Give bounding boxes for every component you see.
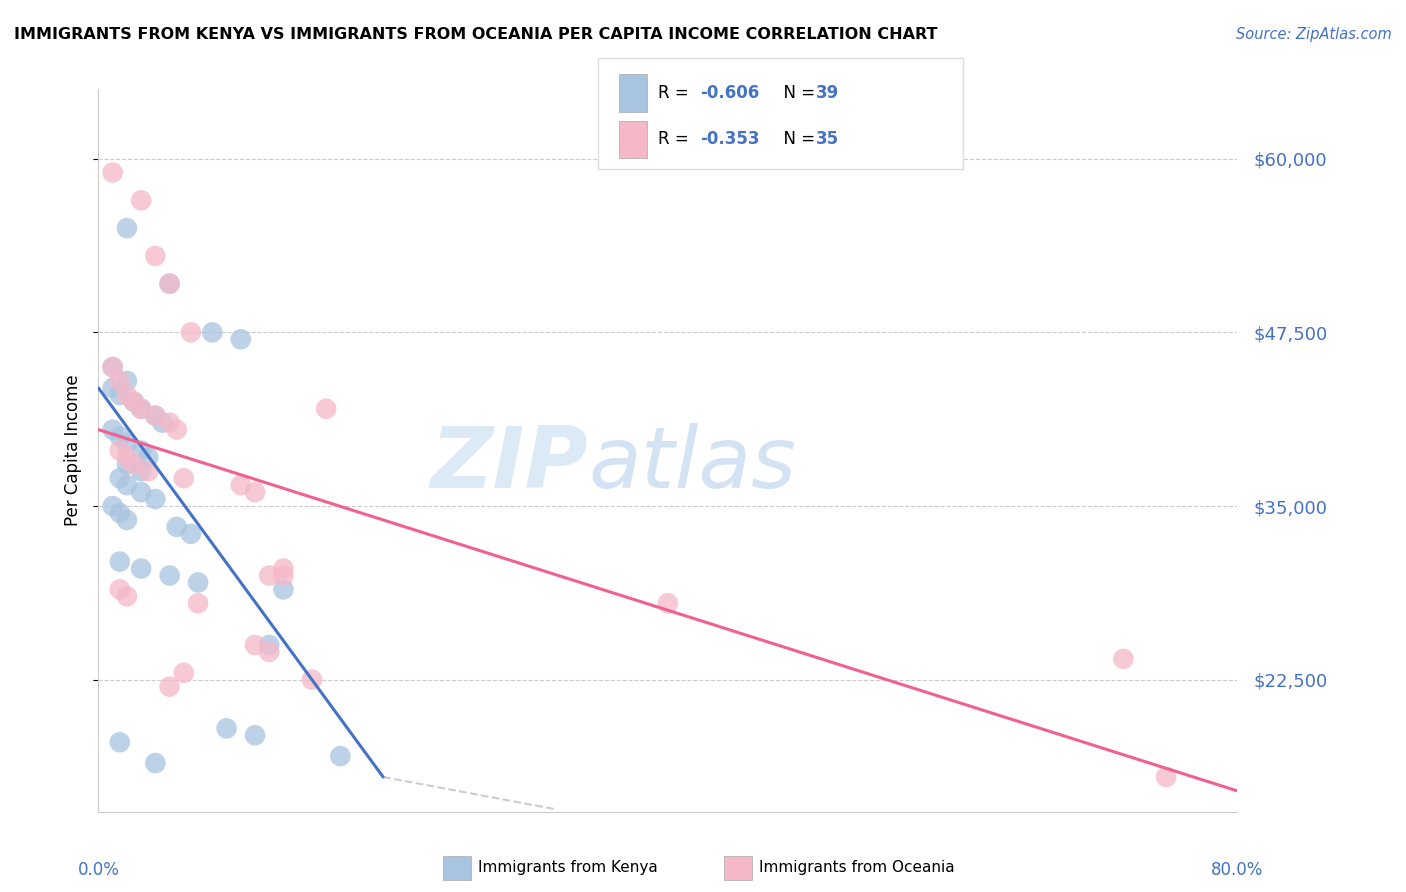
- Point: [129, 194, 152, 208]
- Point: [108, 555, 131, 569]
- Text: 35: 35: [815, 130, 838, 148]
- Point: [159, 568, 181, 582]
- Point: [159, 416, 181, 430]
- Point: [173, 665, 195, 680]
- Text: R =: R =: [658, 84, 695, 103]
- Point: [657, 596, 679, 610]
- Text: atlas: atlas: [588, 424, 796, 507]
- Text: 0.0%: 0.0%: [77, 861, 120, 879]
- Point: [115, 450, 138, 465]
- Text: Immigrants from Kenya: Immigrants from Kenya: [478, 861, 658, 875]
- Point: [101, 499, 124, 513]
- Point: [273, 568, 295, 582]
- Point: [101, 165, 124, 179]
- Y-axis label: Per Capita Income: Per Capita Income: [65, 375, 83, 526]
- Point: [145, 249, 167, 263]
- Text: 80.0%: 80.0%: [1211, 861, 1264, 879]
- Point: [187, 596, 209, 610]
- Point: [187, 575, 209, 590]
- Point: [101, 423, 124, 437]
- Point: [166, 423, 188, 437]
- Point: [122, 394, 145, 409]
- Point: [115, 513, 138, 527]
- Point: [129, 401, 152, 416]
- Text: R =: R =: [658, 130, 695, 148]
- Point: [108, 735, 131, 749]
- Point: [243, 638, 266, 652]
- Point: [329, 749, 352, 764]
- Point: [180, 526, 202, 541]
- Point: [115, 590, 138, 604]
- Text: ZIP: ZIP: [430, 424, 588, 507]
- Text: 39: 39: [815, 84, 839, 103]
- Point: [115, 221, 138, 235]
- Point: [173, 471, 195, 485]
- Point: [129, 401, 152, 416]
- Point: [301, 673, 323, 687]
- Point: [159, 277, 181, 291]
- Point: [122, 394, 145, 409]
- Point: [229, 478, 252, 492]
- Point: [122, 458, 145, 472]
- Point: [159, 277, 181, 291]
- Point: [108, 506, 131, 520]
- Text: -0.353: -0.353: [700, 130, 759, 148]
- Text: IMMIGRANTS FROM KENYA VS IMMIGRANTS FROM OCEANIA PER CAPITA INCOME CORRELATION C: IMMIGRANTS FROM KENYA VS IMMIGRANTS FROM…: [14, 27, 938, 42]
- Point: [259, 568, 281, 582]
- Point: [115, 478, 138, 492]
- Point: [273, 582, 295, 597]
- Point: [129, 464, 152, 478]
- Point: [315, 401, 337, 416]
- Text: -0.606: -0.606: [700, 84, 759, 103]
- Point: [136, 464, 159, 478]
- Point: [145, 409, 167, 423]
- Point: [145, 409, 167, 423]
- Point: [152, 416, 174, 430]
- Point: [108, 443, 131, 458]
- Point: [108, 374, 131, 388]
- Point: [115, 374, 138, 388]
- Point: [201, 326, 224, 340]
- Point: [129, 485, 152, 500]
- Point: [101, 381, 124, 395]
- Point: [115, 458, 138, 472]
- Point: [243, 485, 266, 500]
- Text: Immigrants from Oceania: Immigrants from Oceania: [759, 861, 955, 875]
- Text: N =: N =: [773, 84, 821, 103]
- Point: [101, 360, 124, 375]
- Point: [108, 582, 131, 597]
- Point: [129, 561, 152, 575]
- Point: [108, 471, 131, 485]
- Point: [136, 450, 159, 465]
- Point: [273, 561, 295, 575]
- Point: [108, 388, 131, 402]
- Text: Source: ZipAtlas.com: Source: ZipAtlas.com: [1236, 27, 1392, 42]
- Point: [1154, 770, 1177, 784]
- Point: [101, 360, 124, 375]
- Point: [229, 332, 252, 346]
- Point: [129, 443, 152, 458]
- Point: [159, 680, 181, 694]
- Point: [145, 492, 167, 507]
- Point: [215, 722, 238, 736]
- Point: [115, 436, 138, 450]
- Point: [243, 728, 266, 742]
- Point: [180, 326, 202, 340]
- Point: [108, 429, 131, 443]
- Point: [115, 388, 138, 402]
- Point: [1112, 652, 1135, 666]
- Point: [259, 638, 281, 652]
- Text: N =: N =: [773, 130, 821, 148]
- Point: [259, 645, 281, 659]
- Point: [166, 520, 188, 534]
- Point: [145, 756, 167, 770]
